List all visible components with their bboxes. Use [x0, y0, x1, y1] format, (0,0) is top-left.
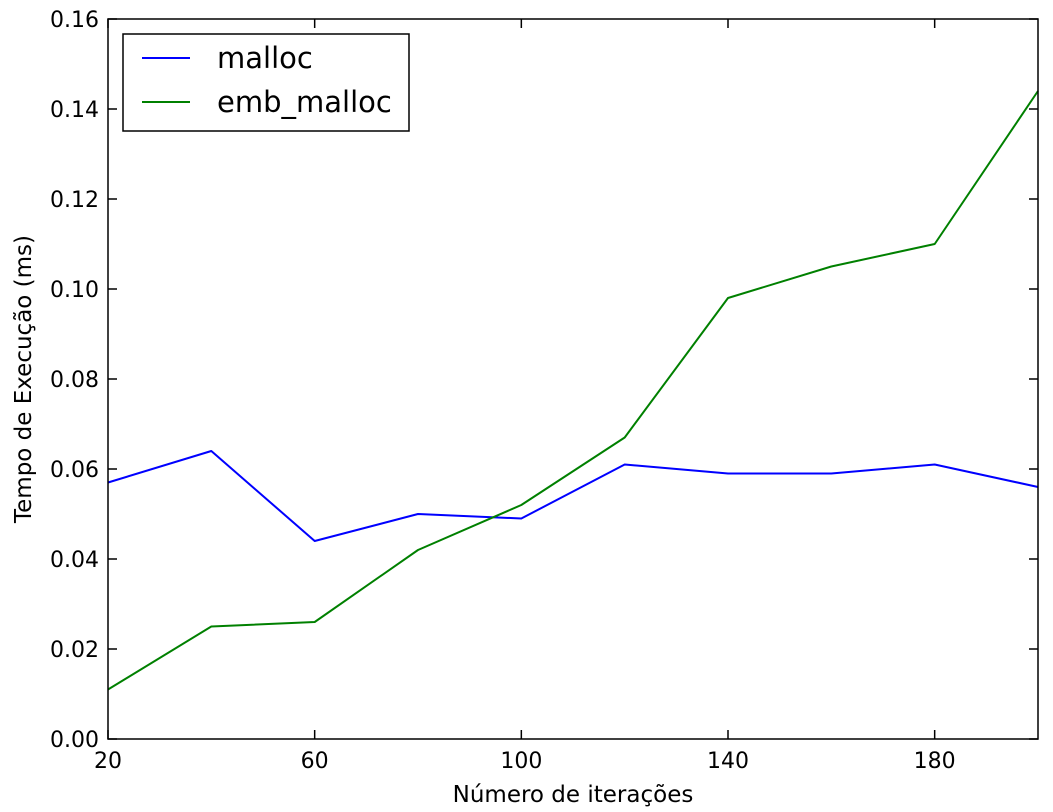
legend-label-malloc: malloc — [217, 41, 313, 75]
y-tick-label: 0.02 — [50, 638, 99, 663]
x-tick-label: 140 — [707, 749, 749, 774]
y-tick-label: 0.00 — [50, 728, 99, 753]
y-axis-title: Tempo de Execução (ms) — [11, 235, 37, 524]
x-tick-label: 100 — [500, 749, 542, 774]
legend-label-emb-malloc: emb_malloc — [217, 85, 392, 119]
legend: malloc emb_malloc — [122, 33, 410, 132]
legend-box — [122, 33, 410, 132]
x-tick-label: 60 — [301, 749, 329, 774]
axis-tick-labels: 20 60 100 140 180 0.00 0.02 0.04 0.06 0.08 0.10 0.1… — [50, 8, 956, 774]
y-tick-label: 0.04 — [50, 548, 99, 573]
y-tick-label: 0.06 — [50, 458, 99, 483]
x-tick-label: 20 — [94, 749, 122, 774]
axis-ticks — [107, 18, 1038, 740]
y-tick-label: 0.08 — [50, 368, 99, 393]
y-tick-label: 0.14 — [50, 98, 99, 123]
series-line-malloc — [107, 450, 1039, 542]
y-tick-label: 0.12 — [50, 188, 99, 213]
y-tick-label: 0.10 — [50, 278, 99, 303]
x-tick-label: 180 — [914, 749, 956, 774]
series-line-emb-malloc — [107, 90, 1039, 691]
y-tick-label: 0.16 — [50, 8, 99, 33]
x-axis-title: Número de iterações — [453, 782, 694, 808]
series-lines — [107, 90, 1039, 691]
